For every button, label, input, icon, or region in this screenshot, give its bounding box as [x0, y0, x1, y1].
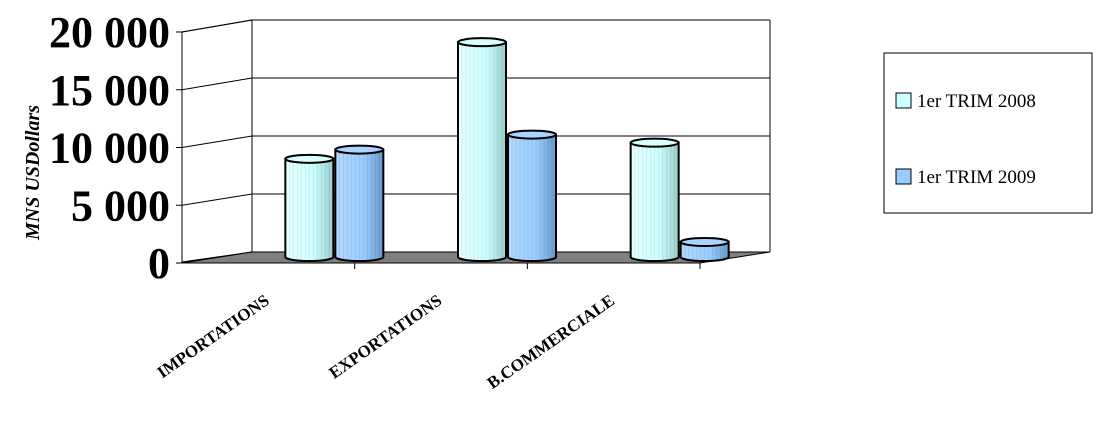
bar-top	[507, 129, 557, 140]
gridline-side	[181, 19, 253, 33]
bar-top	[457, 37, 507, 48]
bar-top	[284, 153, 335, 164]
legend-label-2009: 1er TRIM 2009	[917, 167, 1036, 188]
bar-top	[629, 137, 680, 148]
bar-importations-1	[334, 144, 385, 262]
y-tick-label: 0	[148, 239, 170, 288]
bar-top	[679, 236, 730, 247]
bar-exportations-0	[457, 37, 507, 262]
gridline-side	[181, 135, 253, 148]
bar-b-commerciale-1	[679, 236, 730, 262]
x-category-label: IMPORTATIONS	[154, 291, 273, 382]
legend: 1er TRIM 2008 1er TRIM 2009	[883, 52, 1093, 214]
legend-swatch-2009	[895, 168, 912, 185]
y-tick-label: 10 000	[49, 124, 170, 173]
y-tick-label: 15 000	[49, 66, 170, 115]
bar-body	[507, 133, 557, 262]
x-category-label: EXPORTATIONS	[326, 291, 446, 383]
y-tick-label: 5 000	[71, 181, 170, 230]
legend-box	[883, 52, 1093, 214]
bar-body	[629, 141, 680, 262]
bar-body	[284, 157, 335, 262]
bar-exportations-1	[507, 129, 557, 262]
y-ticks: 0 5 000 10 000 15 000 20 000	[49, 8, 182, 288]
legend-swatch-2008	[895, 92, 912, 109]
bar-body	[457, 41, 507, 262]
legend-label-2008: 1er TRIM 2008	[917, 91, 1036, 112]
y-tick-label: 20 000	[49, 8, 170, 57]
bar-body	[679, 240, 730, 262]
x-category-label: B.COMMERCIALE	[484, 291, 618, 393]
bars	[284, 37, 730, 262]
bar-b-commerciale-0	[629, 137, 680, 262]
bar-body	[334, 148, 385, 262]
bar-importations-0	[284, 153, 335, 262]
y-axis-label: MNS USDollars	[22, 105, 44, 241]
x-category-labels: IMPORTATIONS EXPORTATIONS B.COMMERCIALE	[154, 263, 701, 393]
bar-top	[334, 144, 385, 155]
gridline-side	[181, 77, 253, 91]
gridline-side	[181, 193, 253, 206]
